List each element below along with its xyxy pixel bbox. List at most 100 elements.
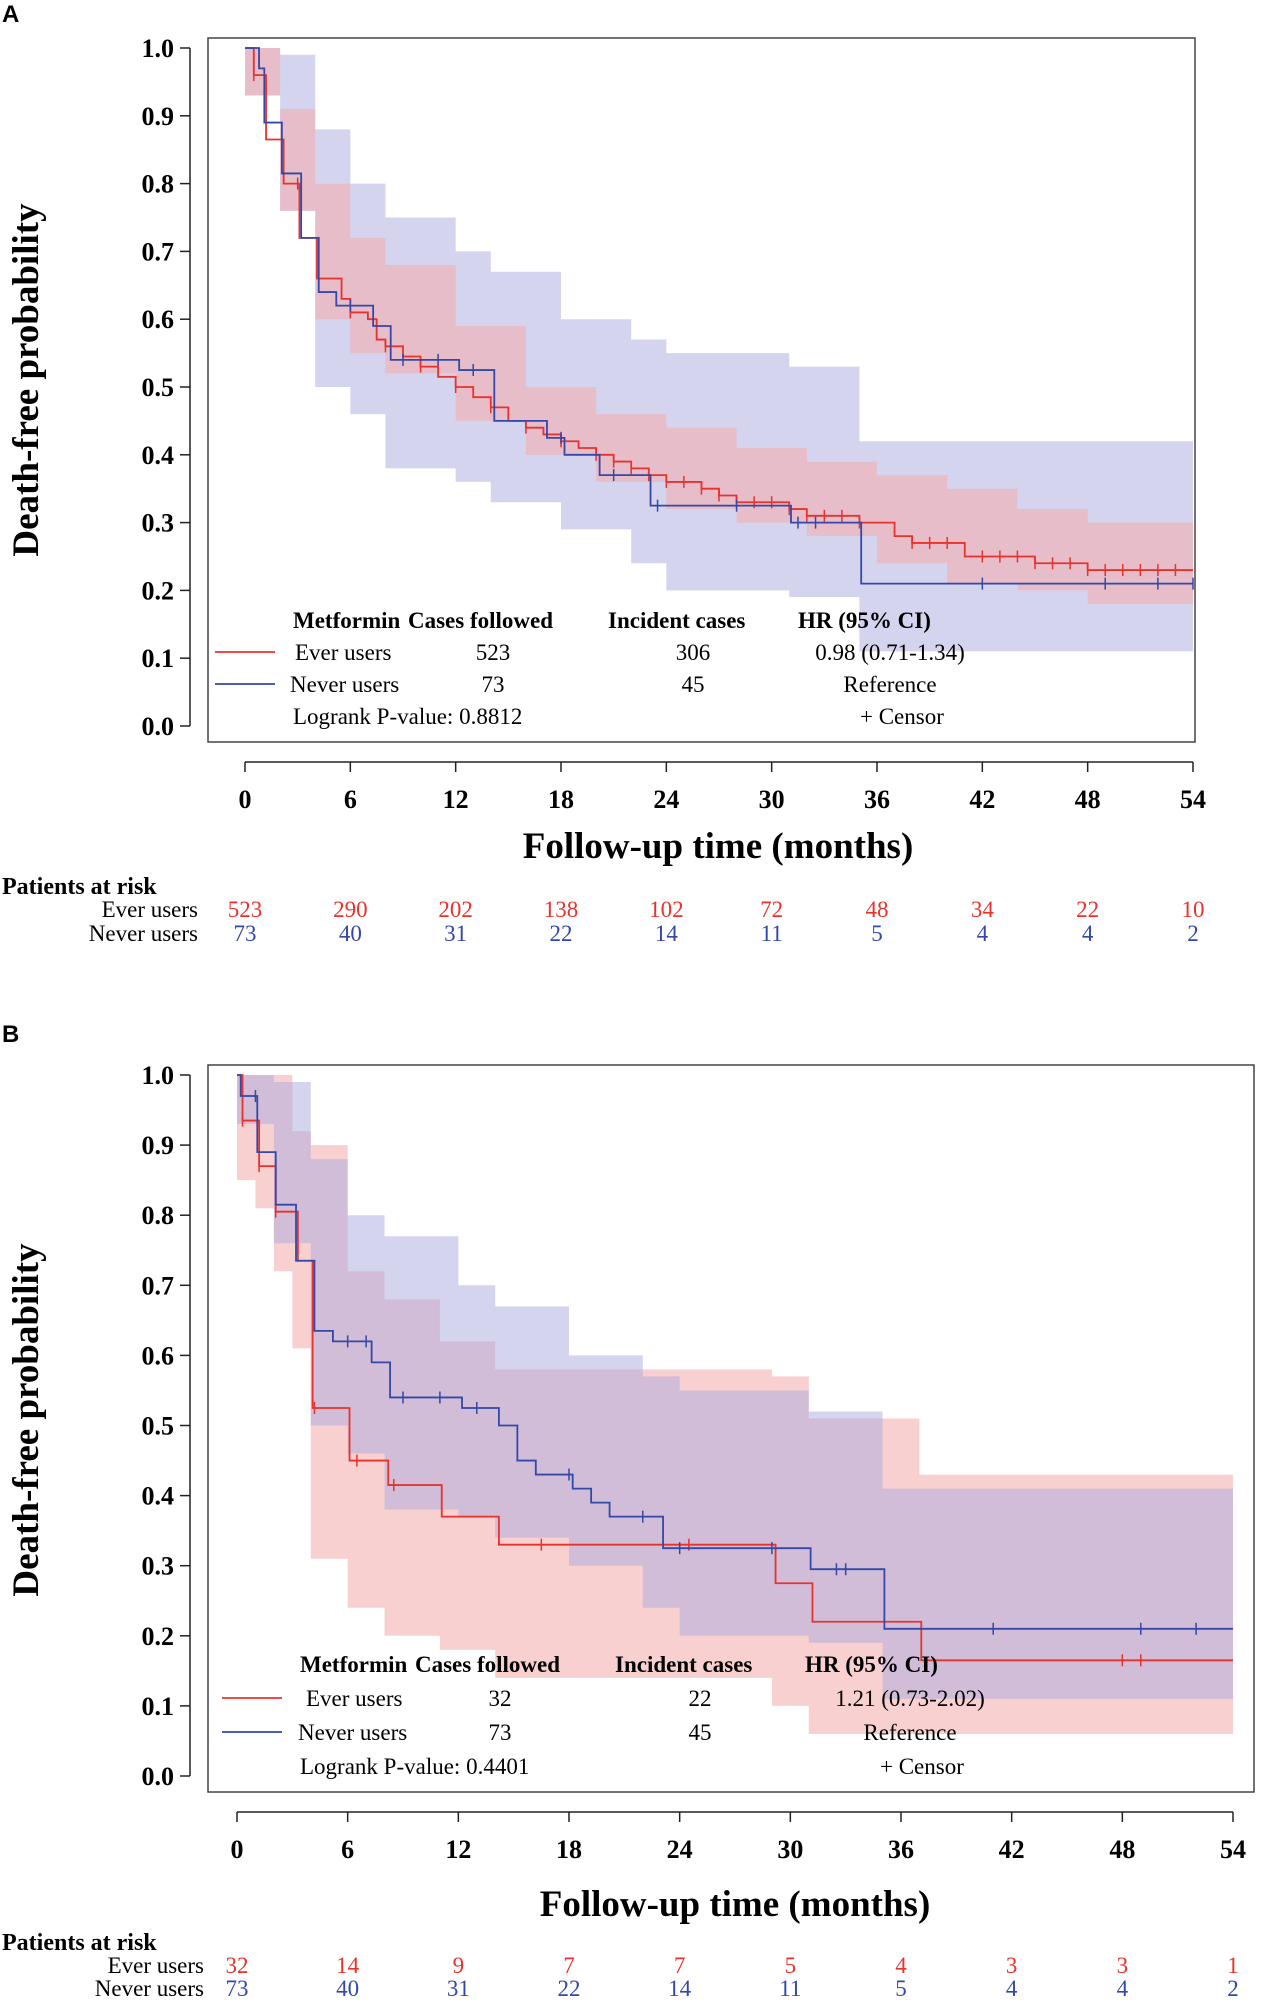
y-tick-label: 0.0 bbox=[142, 712, 175, 741]
x-tick-label: 54 bbox=[1220, 1835, 1246, 1864]
legend-never-users-cases: 73 bbox=[489, 1720, 512, 1745]
x-tick-label: 0 bbox=[239, 785, 252, 814]
risk-ever-users-count: 138 bbox=[544, 897, 579, 922]
legend-header-incident-cases: Incident cases bbox=[615, 1652, 752, 1677]
legend-censor: + Censor bbox=[860, 704, 944, 729]
risk-never-users-count: 5 bbox=[871, 921, 883, 946]
legend-ever-users-label: Ever users bbox=[295, 640, 391, 665]
y-tick-label: 0.8 bbox=[142, 170, 175, 199]
x-tick-label: 6 bbox=[344, 785, 357, 814]
risk-ever-users-count: 3 bbox=[1117, 1953, 1129, 1978]
risk-never-users-count: 11 bbox=[761, 921, 783, 946]
legend-ever-users-hr: 1.21 (0.73-2.02) bbox=[835, 1686, 984, 1711]
risk-never-users-count: 31 bbox=[444, 921, 467, 946]
x-tick-label: 12 bbox=[443, 785, 469, 814]
legend-logrank: Logrank P-value: 0.8812 bbox=[293, 704, 522, 729]
x-tick-label: 18 bbox=[548, 785, 574, 814]
risk-ever-users-count: 1 bbox=[1227, 1953, 1239, 1978]
y-tick-label: 0.4 bbox=[142, 441, 175, 470]
legend: Metformin Cases followed Incident cases HR … bbox=[215, 608, 965, 729]
y-tick-label: 0.4 bbox=[142, 1482, 175, 1511]
y-tick-label: 0.5 bbox=[142, 1412, 175, 1441]
risk-never-users-count: 11 bbox=[779, 1976, 801, 2001]
x-tick-label: 0 bbox=[231, 1835, 244, 1864]
legend-ever-users-incident: 306 bbox=[676, 640, 711, 665]
plot-frame bbox=[207, 37, 1196, 743]
risk-never-users-count: 14 bbox=[655, 921, 679, 946]
risk-never-users-count: 73 bbox=[234, 921, 257, 946]
risk-ever-users-count: 14 bbox=[336, 1953, 360, 1978]
legend-censor: + Censor bbox=[880, 1754, 964, 1779]
risk-ever-users-count: 290 bbox=[333, 897, 368, 922]
risk-row-ever-users-label: Ever users bbox=[108, 1953, 204, 1978]
legend-header-hr: HR (95% CI) bbox=[805, 1652, 938, 1677]
y-tick-label: 0.2 bbox=[142, 576, 175, 605]
risk-ever-users-count: 10 bbox=[1182, 897, 1205, 922]
legend-header-hr: HR (95% CI) bbox=[798, 608, 931, 633]
risk-never-users-count: 4 bbox=[1117, 1976, 1129, 2001]
panel-a-label: A bbox=[2, 1, 19, 28]
risk-table-title: Patients at risk bbox=[2, 1930, 157, 1956]
risk-row-ever-users-label: Ever users bbox=[102, 897, 198, 922]
y-tick-label: 0.8 bbox=[142, 1201, 175, 1230]
y-tick-label: 0.6 bbox=[142, 1341, 175, 1370]
y-tick-label: 0.3 bbox=[142, 509, 175, 538]
legend-ever-users-hr: 0.98 (0.71-1.34) bbox=[815, 640, 964, 665]
x-tick-label: 30 bbox=[759, 785, 785, 814]
legend-ever-users-incident: 22 bbox=[689, 1686, 712, 1711]
x-axis-title: Follow-up time (months) bbox=[540, 1884, 931, 1925]
risk-row-never-users-label: Never users bbox=[89, 921, 198, 946]
x-tick-label: 12 bbox=[445, 1835, 471, 1864]
risk-ever-users-count: 102 bbox=[649, 897, 684, 922]
risk-row-never-users-label: Never users bbox=[95, 1976, 204, 2001]
risk-table-title: Patients at risk bbox=[2, 874, 157, 900]
legend-never-users-label: Never users bbox=[298, 1720, 407, 1745]
risk-never-users-count: 2 bbox=[1227, 1976, 1239, 2001]
legend-logrank: Logrank P-value: 0.4401 bbox=[300, 1754, 529, 1779]
x-tick-label: 48 bbox=[1109, 1835, 1135, 1864]
y-tick-label: 0.5 bbox=[142, 373, 175, 402]
x-tick-label: 24 bbox=[653, 785, 679, 814]
risk-ever-users-count: 48 bbox=[866, 897, 889, 922]
never-users-ci-band bbox=[237, 1075, 1233, 1699]
risk-ever-users-count: 202 bbox=[438, 897, 473, 922]
x-tick-label: 54 bbox=[1180, 785, 1206, 814]
panel-b-label: B bbox=[2, 1021, 19, 1048]
risk-ever-users-count: 22 bbox=[1076, 897, 1099, 922]
legend-ever-users-cases: 32 bbox=[489, 1686, 512, 1711]
legend-header-cases-followed: Cases followed bbox=[415, 1652, 560, 1677]
x-tick-label: 30 bbox=[777, 1835, 803, 1864]
y-tick-label: 0.9 bbox=[142, 102, 175, 131]
panel-a: A 0.0 0.1 0.2 0.3 0.4 0.5 0.6 0.7 0.8 0.9 1.0 0 6 12 18… bbox=[2, 1, 1206, 946]
risk-never-users-count: 22 bbox=[558, 1976, 581, 2001]
legend-header-metformin: Metformin bbox=[293, 608, 400, 633]
x-tick-label: 36 bbox=[864, 785, 890, 814]
risk-ever-users-count: 34 bbox=[971, 897, 995, 922]
legend-never-users-incident: 45 bbox=[689, 1720, 712, 1745]
risk-ever-users-count: 4 bbox=[895, 1953, 907, 1978]
risk-never-users-count: 4 bbox=[977, 921, 989, 946]
risk-never-users-count: 5 bbox=[895, 1976, 907, 2001]
legend-never-users-label: Never users bbox=[290, 672, 399, 697]
legend-ever-users-cases: 523 bbox=[476, 640, 511, 665]
legend-header-metformin: Metformin bbox=[300, 1652, 407, 1677]
y-tick-label: 0.1 bbox=[142, 644, 175, 673]
risk-ever-users-count: 72 bbox=[760, 897, 783, 922]
y-tick-label: 0.2 bbox=[142, 1622, 175, 1651]
risk-never-users-count: 40 bbox=[339, 921, 362, 946]
x-tick-label: 18 bbox=[556, 1835, 582, 1864]
risk-never-users-count: 2 bbox=[1187, 921, 1199, 946]
y-tick-label: 0.6 bbox=[142, 305, 175, 334]
risk-ever-users-count: 32 bbox=[226, 1953, 249, 1978]
y-tick-label: 0.1 bbox=[142, 1692, 175, 1721]
risk-never-users-count: 4 bbox=[1082, 921, 1094, 946]
y-tick-label: 0.7 bbox=[142, 237, 175, 266]
risk-never-users-count: 31 bbox=[447, 1976, 470, 2001]
risk-ever-users-count: 523 bbox=[228, 897, 263, 922]
x-tick-label: 42 bbox=[969, 785, 995, 814]
risk-never-users-count: 22 bbox=[550, 921, 573, 946]
legend-never-users-cases: 73 bbox=[482, 672, 505, 697]
y-tick-label: 1.0 bbox=[142, 34, 175, 63]
